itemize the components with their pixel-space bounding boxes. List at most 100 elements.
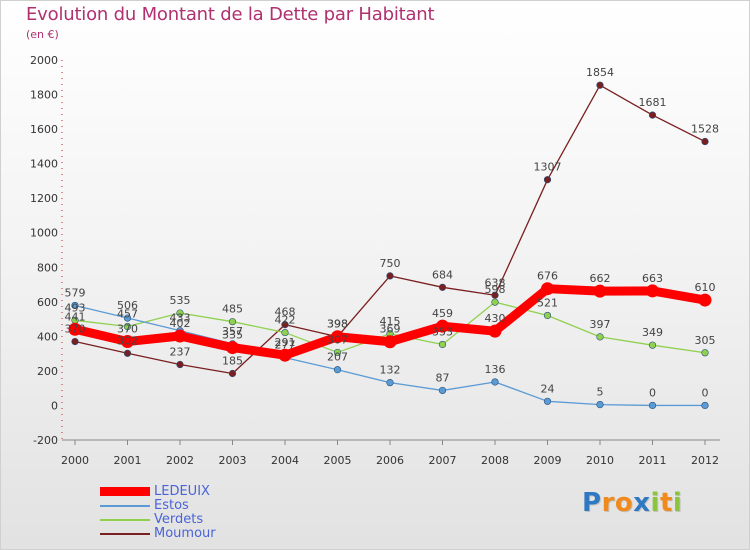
data-label-estos: 136 — [485, 363, 506, 376]
data-label-moumour: 370 — [65, 323, 86, 336]
data-label-verdets: 521 — [537, 296, 558, 309]
data-label-moumour: 1681 — [639, 96, 667, 109]
y-tick-label: 1800 — [30, 89, 58, 102]
data-label-ledeuix: 610 — [695, 281, 716, 294]
data-point-ledeuix — [646, 284, 659, 298]
legend-item-verdets: Verdets — [100, 512, 300, 528]
logo-letter: i — [672, 488, 683, 518]
data-label-verdets: 485 — [222, 303, 243, 316]
data-point-moumour — [123, 349, 132, 357]
data-label-ledeuix: 402 — [170, 317, 191, 330]
data-point-moumour — [281, 321, 289, 329]
data-point-ledeuix — [173, 329, 187, 343]
y-tick-label: 1200 — [30, 192, 58, 205]
y-tick-label: 1400 — [30, 158, 58, 171]
data-point-estos — [386, 379, 394, 387]
data-point-estos — [333, 366, 342, 374]
data-label-verdets: 397 — [590, 318, 611, 331]
data-point-moumour — [438, 283, 447, 291]
legend-label: Verdets — [154, 512, 204, 527]
data-point-moumour — [701, 137, 709, 146]
y-tick-label: 800 — [37, 261, 58, 274]
data-label-ledeuix: 369 — [380, 323, 401, 336]
data-label-verdets: 598 — [485, 283, 506, 296]
x-tick-label: 2008 — [481, 454, 509, 467]
data-label-estos: 277 — [275, 339, 296, 352]
data-point-verdets — [176, 309, 184, 317]
data-point-ledeuix — [488, 324, 502, 338]
x-tick-label: 2007 — [429, 454, 457, 467]
data-point-verdets — [123, 322, 132, 331]
data-label-moumour: 750 — [380, 257, 401, 270]
x-tick-label: 2011 — [639, 454, 667, 467]
data-label-moumour: 185 — [222, 355, 243, 368]
data-label-estos: 207 — [327, 351, 348, 364]
data-point-verdets — [543, 311, 552, 320]
data-label-verdets: 535 — [170, 294, 191, 307]
data-point-moumour — [228, 369, 237, 378]
data-label-moumour: 237 — [170, 346, 191, 359]
data-label-estos: 357 — [222, 325, 243, 338]
data-point-verdets — [596, 333, 604, 341]
data-point-verdets — [281, 328, 289, 337]
data-point-ledeuix — [121, 335, 134, 349]
data-label-ledeuix: 441 — [65, 310, 86, 323]
chart-legend: LEDEUIX Estos Verdets Moumour — [100, 484, 300, 542]
data-point-verdets — [228, 318, 237, 326]
y-tick-label: 0 — [51, 399, 58, 412]
data-label-moumour: 398 — [327, 318, 348, 331]
data-label-verdets: 307 — [327, 333, 348, 346]
data-point-ledeuix — [593, 284, 607, 298]
x-tick-label: 2012 — [691, 454, 719, 467]
data-point-ledeuix — [68, 322, 82, 336]
data-label-moumour: 302 — [117, 334, 138, 347]
data-label-moumour: 638 — [485, 276, 506, 289]
logo-letter: i — [650, 488, 660, 518]
data-point-ledeuix — [278, 348, 292, 362]
x-tick-label: 2004 — [271, 454, 299, 467]
data-point-ledeuix — [226, 341, 239, 355]
y-tick-label: 2000 — [30, 54, 58, 67]
data-point-estos — [543, 397, 552, 405]
x-tick-label: 2010 — [586, 454, 614, 467]
data-label-verdets: 415 — [380, 315, 401, 328]
data-label-estos: 132 — [380, 364, 401, 377]
data-label-estos: 24 — [541, 382, 555, 395]
y-tick-label: 600 — [37, 296, 58, 309]
y-tick-label: 400 — [37, 330, 58, 343]
data-label-estos: 579 — [65, 286, 86, 299]
logo-letter: r — [601, 488, 615, 518]
x-tick-label: 2003 — [219, 454, 247, 467]
x-tick-label: 2005 — [324, 454, 352, 467]
data-label-ledeuix: 398 — [327, 318, 348, 331]
data-point-moumour — [596, 81, 604, 89]
data-point-estos — [71, 301, 79, 310]
data-point-moumour — [543, 176, 552, 184]
data-label-ledeuix: 291 — [275, 336, 296, 349]
data-point-ledeuix — [331, 330, 344, 344]
data-label-ledeuix: 663 — [642, 272, 663, 285]
x-tick-label: 2009 — [534, 454, 562, 467]
data-label-ledeuix: 676 — [537, 270, 558, 283]
data-label-verdets: 493 — [65, 301, 86, 314]
data-point-estos — [648, 401, 657, 410]
data-label-estos: 0 — [649, 386, 656, 399]
x-tick-label: 2001 — [114, 454, 142, 467]
logo-letter: x — [633, 488, 651, 518]
data-label-moumour: 1307 — [534, 161, 562, 174]
data-point-estos — [596, 400, 604, 409]
data-label-estos: 433 — [170, 312, 191, 325]
data-point-verdets — [438, 340, 447, 349]
legend-swatch-verdets — [100, 519, 150, 521]
y-tick-label: -200 — [33, 434, 58, 447]
data-point-ledeuix — [698, 293, 712, 307]
legend-swatch-moumour — [100, 533, 150, 535]
legend-label: Moumour — [154, 526, 216, 541]
data-point-ledeuix — [541, 282, 554, 296]
y-tick-label: 1000 — [30, 227, 58, 240]
data-label-ledeuix: 335 — [222, 329, 243, 342]
legend-item-estos: Estos — [100, 498, 300, 514]
data-label-moumour: 1528 — [691, 123, 719, 136]
